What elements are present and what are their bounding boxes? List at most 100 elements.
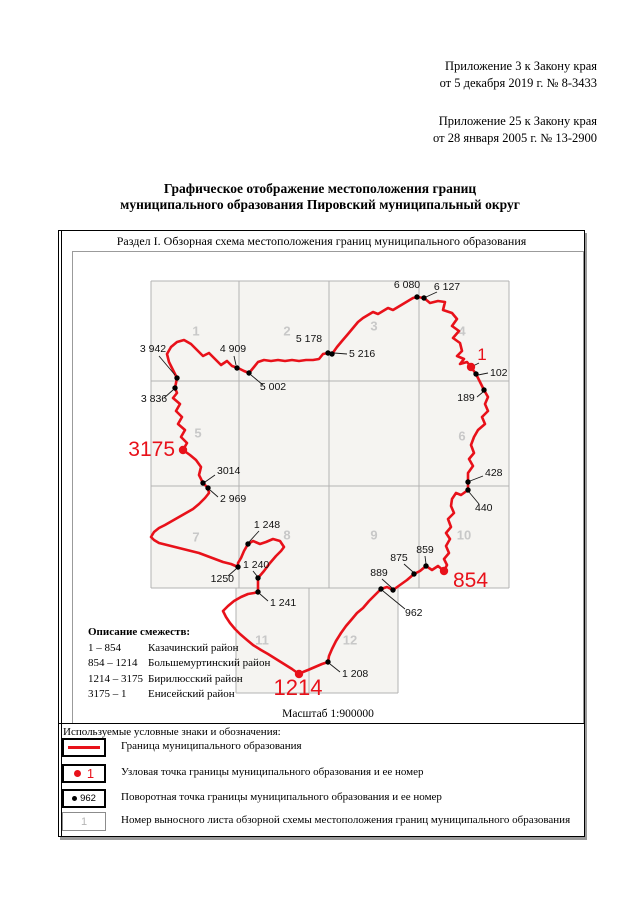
boundary-line-symbol bbox=[62, 738, 106, 757]
sheet-number-label: 5 bbox=[194, 425, 201, 440]
turn-point-dot bbox=[473, 371, 479, 377]
adjacency-name: Казачинский район bbox=[148, 641, 239, 654]
turn-point-number: 6 127 bbox=[434, 281, 460, 293]
adjacency-table: 1 – 854 Казачинский район 854 – 1214 Бол… bbox=[88, 641, 270, 703]
turn-point-dot bbox=[200, 480, 206, 486]
legend-item-label: Граница муниципального образования bbox=[121, 740, 302, 752]
turn-point-number: 962 bbox=[405, 607, 423, 619]
sheet-number-label: 7 bbox=[192, 529, 199, 544]
legend-item-node-point: 1 Узловая точка границы муниципального о… bbox=[62, 764, 581, 784]
sheet-number-label: 1 bbox=[192, 323, 199, 338]
turn-point-number: 3014 bbox=[217, 465, 241, 477]
adjacency-name: Бирилюсский район bbox=[148, 672, 243, 685]
turn-point-number: 5 178 bbox=[296, 333, 322, 345]
turn-point-dot bbox=[378, 586, 384, 592]
turn-point-dot bbox=[390, 587, 396, 593]
adjacency-name: Енисейский район bbox=[148, 688, 235, 700]
node-point-number: 1214 bbox=[274, 675, 323, 700]
turn-point-number: 3 836 bbox=[141, 393, 167, 405]
turn-point-number: 4 909 bbox=[220, 343, 246, 355]
turn-point-number: 6 080 bbox=[394, 279, 420, 291]
adjacency-range: 1 – 854 bbox=[88, 641, 121, 654]
appendix-line: от 5 декабря 2019 г. № 8-3433 bbox=[439, 76, 597, 90]
red-dot-icon bbox=[73, 770, 81, 777]
turn-point-dot bbox=[172, 385, 178, 391]
legend-item-label: Узловая точка границы муниципального обр… bbox=[121, 766, 424, 778]
turn-point-number: 1250 bbox=[211, 573, 235, 585]
turn-point-number: 1 248 bbox=[254, 519, 280, 531]
legend-title: Используемые условные знаки и обозначени… bbox=[63, 726, 281, 738]
sheet-grid bbox=[150, 280, 510, 694]
appendix-line: Приложение 3 к Закону края bbox=[445, 59, 597, 73]
turn-point-dot bbox=[325, 659, 331, 665]
appendix-reference-2: Приложение 25 к Закону края от 28 января… bbox=[433, 113, 597, 147]
turn-point-dot bbox=[465, 479, 471, 485]
turn-point-number: 859 bbox=[416, 544, 434, 556]
turn-point-dot bbox=[234, 365, 240, 371]
turn-point-dot bbox=[174, 375, 180, 381]
legend-item-turn-point: 962 Поворотная точка границы муниципальн… bbox=[62, 789, 581, 809]
double-border-line bbox=[61, 231, 62, 836]
adjacency-block: Описание смежеств: 1 – 854 Казачинский р… bbox=[88, 625, 270, 703]
turn-point-number: 1 240 bbox=[243, 559, 269, 571]
turn-point-dot bbox=[411, 571, 417, 577]
title-line: Графическое отображение местоположения г… bbox=[163, 181, 477, 196]
adjacency-range: 3175 – 1 bbox=[88, 688, 127, 700]
section-header: Раздел I. Обзорная схема местоположения … bbox=[116, 234, 527, 248]
turn-point-number: 5 002 bbox=[260, 381, 286, 393]
turn-point-number: 102 bbox=[490, 367, 508, 379]
appendix-reference-1: Приложение 3 к Закону края от 5 декабря … bbox=[440, 58, 597, 92]
node-point-dot bbox=[178, 445, 188, 455]
legend-item-label: Поворотная точка границы муниципального … bbox=[121, 791, 442, 803]
turn-point-dot bbox=[421, 295, 427, 301]
sheet-number-label: 4 bbox=[458, 323, 466, 338]
turn-point-number: 875 bbox=[390, 552, 408, 564]
turn-point-dot bbox=[329, 351, 335, 357]
turn-point-dot bbox=[481, 387, 487, 393]
sheet-number-label: 3 bbox=[370, 318, 377, 333]
turn-point-number: 189 bbox=[457, 392, 475, 404]
turn-point-symbol: 962 bbox=[62, 789, 106, 808]
node-point-dot bbox=[466, 362, 476, 372]
node-point-dot bbox=[294, 669, 304, 679]
node-points: 1 854 1214 3175 bbox=[128, 345, 488, 700]
adjacency-range: 1214 – 3175 bbox=[88, 672, 143, 685]
turn-point-dot bbox=[246, 370, 252, 376]
adjacency-row: 3175 – 1 Енисейский район bbox=[88, 687, 270, 703]
sheet-number-label: 10 bbox=[457, 527, 471, 542]
document-title: Графическое отображение местоположения г… bbox=[0, 181, 640, 213]
map-scale: Масштаб 1:900000 bbox=[282, 708, 374, 720]
sheet-number-label: 8 bbox=[283, 527, 290, 542]
map-figure-box: Раздел I. Обзорная схема местоположения … bbox=[58, 230, 585, 837]
appendix-line: Приложение 25 к Закону края bbox=[438, 114, 597, 128]
legend-item-label: Номер выносного листа обзорной схемы мес… bbox=[121, 814, 571, 826]
sheet-number-label: 2 bbox=[283, 323, 290, 338]
sheet-number-label: 9 bbox=[370, 527, 377, 542]
adjacency-row: 1 – 854 Казачинский район bbox=[88, 641, 270, 657]
node-point-number: 3175 bbox=[128, 438, 175, 461]
turn-point-number: 3 942 bbox=[140, 343, 166, 355]
title-line: муниципального образования Пировский мун… bbox=[120, 197, 520, 212]
turn-point-dot bbox=[255, 575, 261, 581]
legend-box: Используемые условные знаки и обозначени… bbox=[59, 723, 584, 836]
node-point-number: 854 bbox=[453, 569, 488, 592]
turn-number: 962 bbox=[80, 793, 96, 804]
turn-point-dot bbox=[255, 589, 261, 595]
turn-point-dot bbox=[235, 564, 241, 570]
sheet-number: 1 bbox=[80, 815, 88, 828]
node-number: 1 bbox=[86, 766, 95, 781]
turn-point-number: 428 bbox=[485, 467, 503, 479]
sheet-number-symbol: 1 bbox=[62, 812, 106, 831]
turn-point-dot bbox=[205, 485, 211, 491]
turn-point-number: 5 216 bbox=[349, 348, 375, 360]
sheet-number-label: 12 bbox=[343, 632, 357, 647]
adjacency-title: Описание смежеств: bbox=[88, 626, 191, 638]
turn-point-dot bbox=[423, 563, 429, 569]
legend-item-boundary-line: Граница муниципального образования bbox=[62, 738, 581, 758]
turn-point-number: 1 241 bbox=[270, 597, 296, 609]
map-frame: 1 2 3 4 5 6 7 8 9 10 11 12 6 080 6 127 102 189 428 440 859… bbox=[72, 251, 584, 724]
turn-point-number: 440 bbox=[475, 502, 493, 514]
